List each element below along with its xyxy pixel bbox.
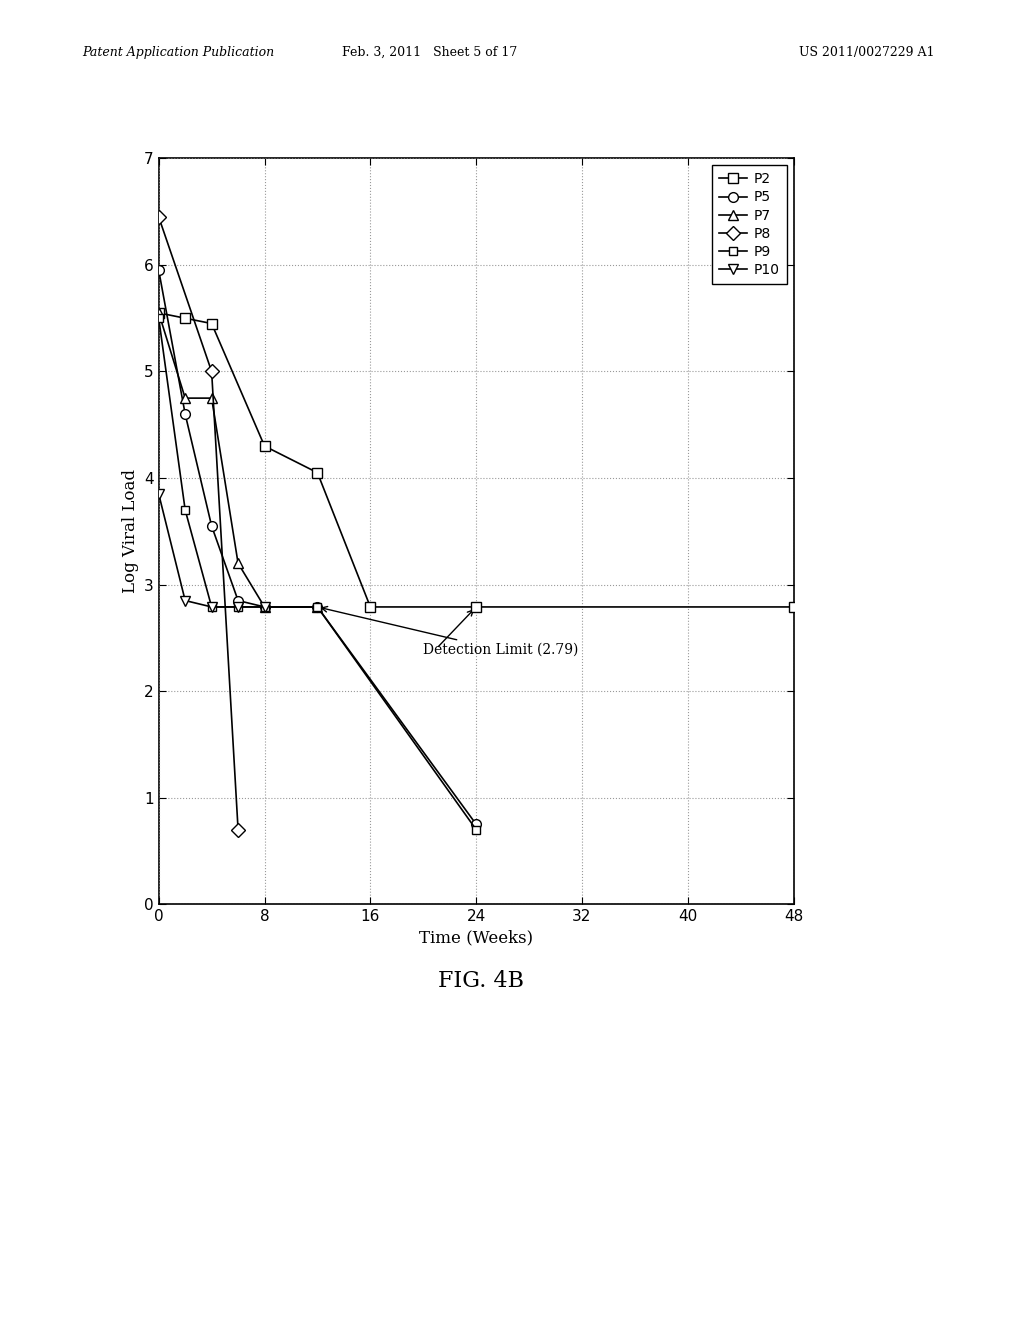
- X-axis label: Time (Weeks): Time (Weeks): [419, 929, 534, 946]
- P2: [365, 599, 377, 615]
- Text: Patent Application Publication: Patent Application Publication: [82, 46, 274, 59]
- P5: [231, 593, 244, 609]
- Legend: P2, P5, P7, P8, P9, P10: P2, P5, P7, P8, P9, P10: [712, 165, 786, 284]
- P5: [179, 407, 191, 422]
- Text: Detection Limit (2.79): Detection Limit (2.79): [322, 606, 579, 657]
- Text: FIG. 4B: FIG. 4B: [438, 970, 524, 993]
- P2: [179, 310, 191, 326]
- P2: [470, 599, 482, 615]
- P7: [311, 599, 324, 615]
- P7: [153, 305, 165, 321]
- Y-axis label: Log Viral Load: Log Viral Load: [122, 470, 138, 593]
- P8: [206, 363, 218, 379]
- P5: [206, 517, 218, 533]
- Text: Feb. 3, 2011   Sheet 5 of 17: Feb. 3, 2011 Sheet 5 of 17: [342, 46, 518, 59]
- P9: [231, 599, 244, 615]
- P7: [206, 391, 218, 407]
- P9: [153, 310, 165, 326]
- Line: P5: P5: [154, 265, 481, 829]
- P7: [179, 391, 191, 407]
- P10: [231, 599, 244, 615]
- Line: P10: P10: [154, 490, 269, 611]
- P10: [179, 593, 191, 609]
- P9: [206, 599, 218, 615]
- P8: [231, 821, 244, 838]
- P5: [311, 599, 324, 615]
- P10: [153, 486, 165, 502]
- P2: [206, 315, 218, 331]
- P9: [470, 821, 482, 838]
- Line: P2: P2: [154, 308, 799, 611]
- P8: [153, 209, 165, 224]
- Line: P9: P9: [153, 312, 482, 836]
- P10: [206, 599, 218, 615]
- P2: [258, 438, 270, 454]
- P7: [258, 599, 270, 615]
- P9: [311, 599, 324, 615]
- P2: [153, 305, 165, 321]
- P5: [258, 599, 270, 615]
- P9: [179, 502, 191, 517]
- P5: [470, 816, 482, 832]
- Line: P8: P8: [154, 213, 243, 834]
- P7: [231, 556, 244, 572]
- P9: [258, 599, 270, 615]
- P2: [311, 465, 324, 480]
- Text: US 2011/0027229 A1: US 2011/0027229 A1: [799, 46, 934, 59]
- P10: [258, 599, 270, 615]
- Line: P7: P7: [154, 308, 323, 611]
- P2: [787, 599, 800, 615]
- P5: [153, 263, 165, 279]
